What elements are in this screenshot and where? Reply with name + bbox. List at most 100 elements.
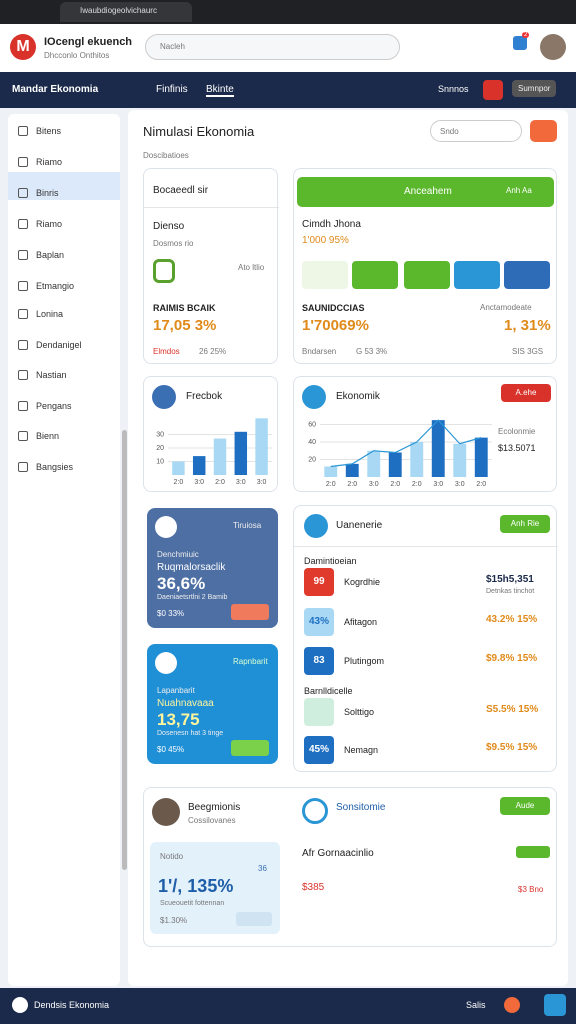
sidebar-item[interactable]: Dendanigel [36, 339, 82, 350]
search-placeholder: Nacleh [160, 42, 185, 51]
row-badge: 83 [304, 647, 334, 675]
card-item: Afr Gornaacinlio [302, 848, 374, 859]
box-tag: 36 [258, 864, 267, 873]
button[interactable] [231, 604, 269, 620]
button[interactable] [236, 912, 272, 926]
bar [345, 463, 359, 477]
nav-right[interactable]: Snnnos [438, 84, 469, 94]
x-tick-label: 2:0 [174, 479, 184, 486]
box-label: Notido [160, 852, 184, 861]
card-title: Frecbok [186, 391, 223, 402]
card-note: Ecolonmie [498, 427, 536, 436]
x-tick-label: 2:0 [412, 481, 422, 488]
nav-menu[interactable]: Mandar Ekonomia [12, 84, 99, 95]
y-tick-label: 10 [156, 459, 164, 466]
card-footer: Elmdos [153, 347, 180, 356]
bar [172, 461, 185, 475]
bar [234, 431, 248, 475]
main-search[interactable] [430, 120, 522, 142]
button[interactable]: A.ehe [501, 384, 551, 402]
x-tick-label: 2:0 [326, 481, 336, 488]
card: Anceahem Anh Aa Cimdh Jhona 1'000 95% SA… [293, 168, 557, 364]
nav-button[interactable]: Sumnpor [512, 80, 557, 97]
button[interactable]: Aude [500, 797, 550, 815]
card-title: Uanenerie [336, 520, 383, 531]
sidebar-icon [18, 126, 28, 136]
row-badge: 43% [304, 608, 334, 636]
sidebar-item[interactable]: Etmangio [36, 281, 75, 291]
row-badge: 45% [304, 736, 334, 764]
sidebar-icon [18, 461, 28, 472]
tab-title[interactable]: Iwaubdiogeolvichaurc [80, 6, 157, 15]
chart: 10 20 30 2:0 3:0 2:0 3:0 3:0 [156, 418, 272, 486]
card-header: Anceahem [404, 186, 452, 197]
footer-title: Dendsis Ekonomia [34, 1000, 110, 1010]
sidebar-icon [18, 309, 28, 319]
card-title: Ekonomik [336, 391, 380, 402]
x-tick-label: 2:0 [347, 481, 357, 488]
card-value: 17,05 3% [153, 317, 217, 334]
button[interactable]: Anh Rie [500, 515, 550, 533]
nav-link[interactable]: Finfinis [156, 84, 188, 95]
card: Ekonomik A.ehe 20 40 60 2:0 2:0 3:0 2:0 2:0 3:0 3… [293, 376, 557, 492]
sidebar-item[interactable]: Binris [36, 188, 59, 198]
card-label: Anctamodeate [480, 303, 532, 312]
card: Tiruiosa Denchmiuic Ruqmalorsaclik 36,6%… [147, 508, 278, 628]
nav-link[interactable]: Bkinte [206, 84, 234, 97]
search-placeholder: Sndo [440, 127, 459, 136]
sidebar-item[interactable]: Riamo [36, 157, 63, 167]
card-name: Dienso [153, 221, 185, 232]
sidebar-item[interactable]: Bangsies [36, 461, 74, 472]
card-item-value: $385 [302, 882, 325, 893]
row-value: S5.5% 15% [486, 704, 539, 715]
card-value: $13.5071 [498, 443, 536, 453]
card-tag: Rapnbarit [233, 657, 268, 666]
sidebar-item[interactable]: Riamo [36, 219, 63, 229]
row-name: Plutingom [344, 656, 385, 666]
search-box[interactable] [145, 34, 400, 60]
box-value: 1'/, 135% [158, 876, 234, 896]
box-note: Scueouetit fottennan [160, 900, 225, 907]
button[interactable] [231, 740, 269, 756]
sidebar-item[interactable]: Bienn [36, 431, 60, 441]
avatar[interactable] [540, 34, 566, 60]
sidebar-icon [18, 250, 28, 260]
sidebar-item[interactable]: Lonina [36, 309, 64, 319]
sidebar-icon [18, 157, 28, 167]
badge: 2 [522, 32, 530, 38]
card-label: Nuahnavaaa [157, 698, 214, 709]
y-tick-label: 40 [308, 439, 316, 446]
x-tick-label: 3:0 [257, 479, 267, 486]
row-value: $9.5% 15% [486, 742, 538, 753]
card-label: Ruqmalorsaclik [157, 562, 226, 573]
x-tick-label: 3:0 [433, 481, 443, 488]
card-footer: 26 25% [199, 347, 227, 356]
sidebar-item[interactable]: Baplan [36, 250, 65, 260]
sidebar-icon [18, 219, 28, 229]
y-tick-label: 20 [156, 445, 164, 452]
card-tag: Tiruiosa [233, 521, 262, 530]
app-header: M IOcengl ekuench Dhcconlo Onthitos Nacl… [0, 24, 576, 72]
card-title: Sonsitomie [336, 802, 386, 813]
card-header: Bocaeedl sir [153, 185, 209, 196]
bar [453, 443, 467, 477]
box-footer: $1.30% [160, 916, 188, 925]
card-label: SAUNIDCCIAS [302, 303, 365, 313]
action-button[interactable] [530, 120, 557, 142]
card-footer: G 53 3% [356, 347, 388, 356]
x-tick-label: 2:0 [215, 479, 225, 486]
sidebar-item[interactable]: Pengans [36, 400, 72, 411]
sidebar-item[interactable]: Nastian [36, 370, 67, 380]
sidebar-item[interactable]: Bitens [36, 126, 62, 136]
card-header-right[interactable]: Anh Aa [506, 186, 532, 195]
main-title: Nimulasi Ekonomia [143, 124, 255, 139]
section-title: Doscibatioes [143, 151, 189, 160]
nav-bar: Mandar Ekonomia Finfinis Bkinte Snnnos S… [0, 72, 576, 108]
card-note: Daeniaetsrtlni 2 Bamib [157, 594, 228, 601]
bar [324, 466, 338, 477]
row-value: $15h5,351 [486, 574, 534, 585]
row-badge [304, 698, 334, 726]
footer-right[interactable]: Salis [466, 1000, 486, 1010]
row-badge: 99 [304, 568, 334, 596]
